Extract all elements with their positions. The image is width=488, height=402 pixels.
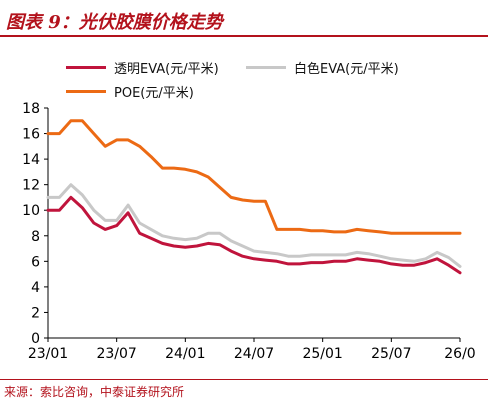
x-tick-label: 25/01 [302, 346, 342, 362]
title-bar: 图表 9：光伏胶膜价格走势 [0, 0, 488, 37]
line-chart: 0 2 4 6 8 10 12 14 16 18 23/01 23/07 24/01 24/07 25/01… [22, 101, 476, 362]
x-tick-label: 23/01 [28, 346, 68, 362]
y-tick-label: 0 [31, 331, 40, 347]
y-tick-label: 12 [22, 178, 40, 194]
legend-swatch-transparent-eva [66, 66, 106, 69]
legend-label-white-eva: 白色EVA(元/平米) [294, 62, 399, 77]
legend-item-poe: POE(元/平米) [66, 83, 226, 101]
legend-label-transparent-eva: 透明EVA(元/平米) [114, 62, 219, 77]
x-tick-label: 24/01 [165, 346, 205, 362]
series-transparent-eva-line [46, 195, 462, 275]
footer: 来源：索比咨询，中泰证券研究所 [0, 379, 488, 402]
x-tick-label: 24/07 [234, 346, 274, 362]
x-tick-label: 23/07 [96, 346, 136, 362]
series-poe-line [46, 119, 462, 235]
y-tick-label: 14 [22, 152, 40, 168]
y-tick-label: 18 [22, 101, 40, 117]
legend-swatch-white-eva [246, 66, 286, 69]
x-tick-label: 25/07 [371, 346, 411, 362]
y-tick-label: 4 [31, 280, 40, 296]
x-tick-label: 26/0 [444, 346, 475, 362]
series-white-eva-line [46, 183, 462, 268]
legend-label-poe: POE(元/平米) [114, 86, 194, 101]
legend-swatch-poe [66, 90, 106, 93]
chart-title: 图表 9：光伏胶膜价格走势 [6, 12, 223, 33]
y-tick-label: 10 [22, 203, 40, 219]
y-tick-label: 8 [31, 229, 40, 245]
source-note: 来源：索比咨询，中泰证券研究所 [4, 385, 185, 399]
y-tick-label: 16 [22, 127, 40, 143]
y-tick-label: 6 [31, 254, 40, 270]
legend-item-transparent-eva: 透明EVA(元/平米) [66, 59, 226, 77]
legend-item-white-eva: 白色EVA(元/平米) [246, 59, 436, 77]
y-tick-label: 2 [31, 305, 40, 321]
